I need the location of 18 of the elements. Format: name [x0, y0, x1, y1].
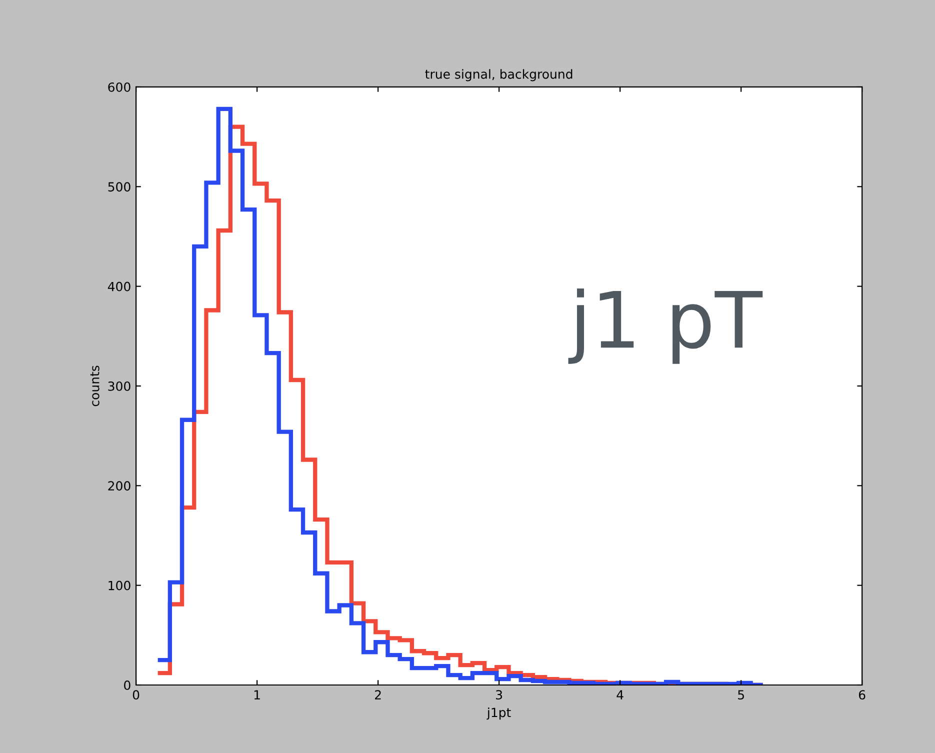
y-tick-label: 0 [124, 680, 130, 690]
x-tick-label: 4 [616, 690, 624, 700]
y-tick-label: 200 [108, 481, 130, 491]
x-tick-label: 0 [132, 690, 140, 700]
x-tick-label: 6 [858, 690, 866, 700]
x-tick-label: 1 [254, 690, 260, 700]
y-axis-title: counts [90, 366, 100, 406]
x-tick-label: 2 [374, 690, 381, 700]
y-tick-label: 500 [108, 182, 130, 192]
x-tick-label: 3 [496, 690, 502, 700]
y-tick-label: 100 [108, 580, 130, 590]
x-tick-label: 5 [738, 690, 744, 700]
annotation: j1 pT [568, 288, 763, 364]
y-tick-label: 300 [108, 381, 130, 391]
x-axis-title: j1pt [486, 708, 511, 720]
chart-title: true signal, background [425, 69, 572, 82]
y-tick-label: 400 [108, 282, 130, 292]
y-tick-label: 600 [108, 82, 130, 92]
